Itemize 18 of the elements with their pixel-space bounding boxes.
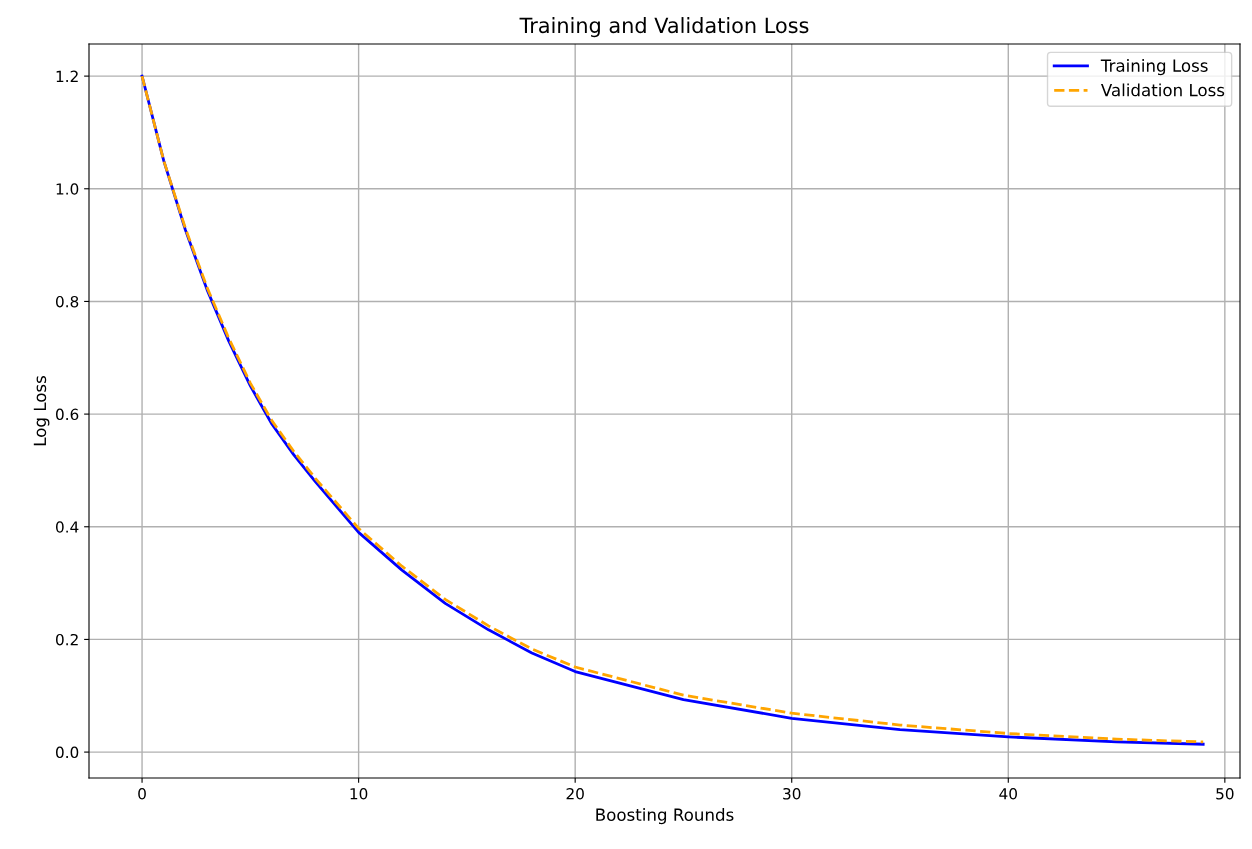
y-tick-label: 0.0 — [55, 746, 79, 759]
x-tick-label: 20 — [566, 787, 584, 800]
y-tick-label: 1.0 — [56, 183, 79, 195]
chart-title: Training and Validation Loss — [519, 17, 809, 38]
x-tick-label: 10 — [350, 787, 368, 800]
y-tick-label: 0.2 — [55, 633, 78, 646]
y-tick-label: 0.6 — [55, 408, 79, 421]
x-tick-label: 50 — [1216, 787, 1234, 800]
y-tick-label: 0.4 — [55, 521, 79, 533]
y-tick-label: 1.2 — [56, 70, 78, 82]
y-tick-label: 0.8 — [55, 295, 79, 308]
legend-label: Training Loss — [1100, 59, 1208, 76]
x-tick-label: 40 — [999, 787, 1017, 800]
x-tick-label: 30 — [783, 787, 801, 800]
legend-label: Validation Loss — [1100, 83, 1225, 97]
x-axis-title: Boosting Rounds — [596, 808, 734, 825]
x-tick-label: 0 — [138, 787, 146, 800]
y-axis-title: Log Loss — [33, 376, 50, 446]
